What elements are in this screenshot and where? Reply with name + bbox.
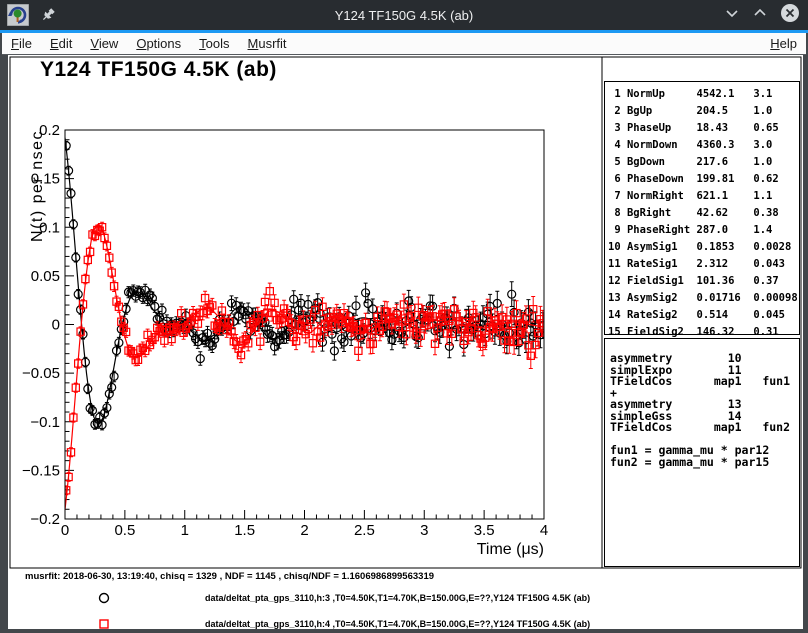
svg-text:1.5: 1.5 bbox=[234, 522, 255, 539]
menu-file[interactable]: File bbox=[2, 36, 41, 51]
parameter-box: 1 NormUp 4542.1 3.1 2 BgUp 204.5 1.0 3 P… bbox=[604, 81, 800, 335]
legend-label: data/deltat_pta_gps_3110,h:3 ,T0=4.50K,T… bbox=[205, 593, 590, 603]
legend-label: data/deltat_pta_gps_3110,h:4 ,T0=4.50K,T… bbox=[205, 619, 590, 629]
menu-view[interactable]: View bbox=[81, 36, 127, 51]
svg-text:2.5: 2.5 bbox=[354, 522, 375, 539]
svg-text:4: 4 bbox=[540, 522, 548, 539]
root-app-icon[interactable] bbox=[7, 4, 29, 26]
close-button[interactable] bbox=[780, 3, 800, 28]
pin-icon[interactable] bbox=[40, 7, 56, 23]
legend-marker-square bbox=[97, 617, 111, 631]
menu-options[interactable]: Options bbox=[127, 36, 190, 51]
error-bars bbox=[64, 141, 545, 430]
fit-curve bbox=[65, 224, 544, 510]
titlebar[interactable]: Y124 TF150G 4.5K (ab) bbox=[0, 0, 808, 30]
window-title: Y124 TF150G 4.5K (ab) bbox=[0, 8, 808, 23]
menubar: FileEditViewOptionsToolsMusrfit Help bbox=[2, 33, 806, 55]
svg-text:1: 1 bbox=[181, 522, 189, 539]
theory-box: asymmetry 10 simplExpo 11 TFieldCos map1… bbox=[604, 338, 800, 567]
app-window: Y124 TF150G 4.5K (ab) FileEditViewOption… bbox=[0, 0, 808, 633]
menu-tools[interactable]: Tools bbox=[190, 36, 238, 51]
y-axis-title: N(t) per nsec bbox=[29, 130, 46, 242]
svg-text:−0.05: −0.05 bbox=[22, 365, 60, 382]
maximize-button[interactable] bbox=[752, 5, 768, 26]
svg-text:−0.2: −0.2 bbox=[30, 511, 60, 528]
x-axis-title: Time (μs) bbox=[477, 541, 544, 558]
fit-curve bbox=[65, 138, 544, 425]
svg-text:0: 0 bbox=[52, 317, 60, 334]
plot-title: Y124 TF150G 4.5K (ab) bbox=[40, 58, 277, 82]
svg-text:3.5: 3.5 bbox=[474, 522, 495, 539]
root-canvas[interactable]: 00.511.522.533.540.20.150.10.050−0.05−0.… bbox=[8, 55, 803, 629]
menu-edit[interactable]: Edit bbox=[41, 36, 81, 51]
minimize-button[interactable] bbox=[724, 5, 740, 26]
menu-help[interactable]: Help bbox=[761, 36, 806, 51]
svg-text:3: 3 bbox=[420, 522, 428, 539]
svg-text:2: 2 bbox=[300, 522, 308, 539]
theory-text: asymmetry 10 simplExpo 11 TFieldCos map1… bbox=[605, 339, 799, 468]
parameter-table: 1 NormUp 4542.1 3.1 2 BgUp 204.5 1.0 3 P… bbox=[605, 82, 799, 341]
legend-marker-circle bbox=[97, 591, 111, 605]
svg-text:0: 0 bbox=[61, 522, 69, 539]
error-bars bbox=[64, 222, 545, 495]
series-h4 bbox=[63, 222, 547, 510]
svg-text:−0.15: −0.15 bbox=[22, 462, 60, 479]
series-h3 bbox=[62, 138, 547, 430]
menu-musrfit[interactable]: Musrfit bbox=[239, 36, 296, 51]
fit-status-text: musrfit: 2018-06-30, 13:19:40, chisq = 1… bbox=[25, 571, 434, 582]
svg-text:−0.1: −0.1 bbox=[30, 414, 60, 431]
svg-text:0.05: 0.05 bbox=[31, 268, 60, 285]
svg-text:0.5: 0.5 bbox=[114, 522, 135, 539]
